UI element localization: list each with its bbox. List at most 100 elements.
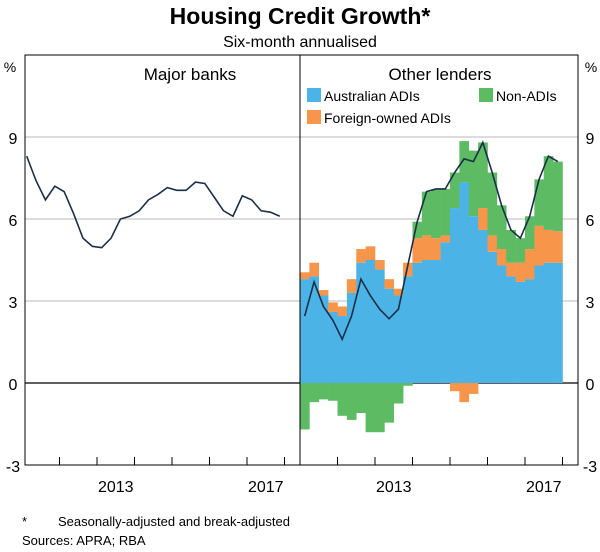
bar-foreign-owned-adis xyxy=(393,288,404,296)
bar-non-adis xyxy=(328,383,338,401)
bar-australian-adis xyxy=(328,311,338,383)
bar-foreign-owned-adis xyxy=(450,383,460,392)
axes: -3 -3 0 0 3 3 6 6 9 9 2013 2017 2013 2017 xyxy=(6,54,597,496)
bar-australian-adis xyxy=(525,279,535,383)
y-tick-label-right: 9 xyxy=(586,131,595,148)
y-tick-label-left: 9 xyxy=(9,131,18,148)
bar-australian-adis xyxy=(515,281,526,383)
bar-foreign-owned-adis xyxy=(356,249,366,263)
legend: Australian ADIs Non-ADIs Foreign-owned A… xyxy=(307,88,557,126)
line-major-banks xyxy=(25,155,281,249)
footnote-marker: * xyxy=(22,514,27,529)
bar-australian-adis xyxy=(459,182,470,383)
bar-australian-adis xyxy=(421,260,432,383)
bar-non-adis xyxy=(412,221,423,239)
bar-foreign-owned-adis xyxy=(328,302,338,312)
bar-australian-adis xyxy=(431,260,441,383)
legend-label-foreign-owned-adis: Foreign-owned ADIs xyxy=(324,110,451,126)
bar-australian-adis xyxy=(337,316,348,383)
footnote-text: Seasonally-adjusted and break-adjusted xyxy=(58,514,290,529)
x-tick-label-left: 2013 xyxy=(98,479,134,496)
bar-non-adis xyxy=(403,383,413,386)
bar-non-adis xyxy=(478,142,488,209)
bar-foreign-owned-adis xyxy=(525,249,535,280)
y-tick-label-left: -3 xyxy=(6,459,20,476)
bar-non-adis xyxy=(487,172,498,236)
sources: Sources: APRA; RBA xyxy=(22,533,146,548)
bar-foreign-owned-adis xyxy=(534,225,545,266)
bar-australian-adis xyxy=(478,229,488,383)
series-lines xyxy=(25,140,559,342)
bar-australian-adis xyxy=(375,269,385,383)
bar-foreign-owned-adis xyxy=(496,249,507,266)
bar-foreign-owned-adis xyxy=(440,235,451,243)
x-tick-label-right: 2017 xyxy=(526,479,562,496)
bar-non-adis xyxy=(506,229,516,263)
bar-australian-adis xyxy=(534,265,545,383)
bar-non-adis xyxy=(468,150,479,217)
bar-australian-adis xyxy=(487,251,498,383)
chart-title: Housing Credit Growth* xyxy=(170,3,431,29)
bar-non-adis xyxy=(553,161,563,232)
bar-foreign-owned-adis xyxy=(375,260,385,270)
bar-non-adis xyxy=(421,191,432,236)
bar-non-adis xyxy=(365,383,376,433)
bar-foreign-owned-adis xyxy=(478,208,488,230)
bar-foreign-owned-adis xyxy=(403,262,413,277)
bar-australian-adis xyxy=(346,292,357,383)
y-tick-label-right: -3 xyxy=(583,459,597,476)
bar-australian-adis xyxy=(403,276,413,383)
bar-australian-adis xyxy=(553,262,563,383)
panel-title-major-banks: Major banks xyxy=(144,65,237,84)
plot-frame xyxy=(24,54,579,466)
bar-non-adis xyxy=(496,205,507,250)
bar-australian-adis xyxy=(543,262,554,383)
bar-foreign-owned-adis xyxy=(515,262,526,282)
bar-foreign-owned-adis xyxy=(412,238,423,263)
legend-swatch-foreign-owned-adis xyxy=(307,110,321,124)
bar-australian-adis xyxy=(506,276,516,383)
bar-foreign-owned-adis xyxy=(421,235,432,260)
bar-non-adis xyxy=(459,141,470,183)
bar-australian-adis xyxy=(440,242,451,383)
legend-swatch-australian-adis xyxy=(307,88,321,102)
bar-non-adis xyxy=(393,383,404,404)
y-tick-label-left: 3 xyxy=(9,295,18,312)
x-tick-label-right: 2013 xyxy=(376,479,412,496)
y-tick-label-right: 0 xyxy=(586,377,595,394)
chart-subtitle: Six-month annualised xyxy=(223,34,377,51)
x-tick-label-left: 2017 xyxy=(248,479,284,496)
bar-non-adis xyxy=(309,383,320,403)
bar-australian-adis xyxy=(496,265,507,383)
bar-australian-adis xyxy=(309,276,320,383)
y-tick-label-right: 6 xyxy=(586,213,595,230)
bar-non-adis xyxy=(534,179,545,226)
line-other-lenders-total xyxy=(303,140,559,342)
bar-non-adis xyxy=(356,383,366,414)
bar-foreign-owned-adis xyxy=(487,235,498,252)
legend-label-non-adis: Non-ADIs xyxy=(496,88,557,104)
y-unit-left: % xyxy=(4,59,16,75)
panel-title-other-lenders: Other lenders xyxy=(389,65,492,84)
bar-foreign-owned-adis xyxy=(553,231,563,263)
bar-foreign-owned-adis xyxy=(431,238,441,260)
bar-foreign-owned-adis xyxy=(309,262,320,277)
bar-non-adis xyxy=(384,383,395,423)
bar-australian-adis xyxy=(450,208,460,383)
bar-australian-adis xyxy=(393,295,404,383)
bar-australian-adis xyxy=(412,262,423,383)
bar-australian-adis xyxy=(468,216,479,383)
bar-foreign-owned-adis xyxy=(300,272,310,280)
bar-australian-adis xyxy=(356,262,366,383)
bar-non-adis xyxy=(450,172,460,209)
bar-non-adis xyxy=(431,188,441,239)
bar-australian-adis xyxy=(365,260,376,383)
bar-foreign-owned-adis xyxy=(459,383,470,403)
bar-foreign-owned-adis xyxy=(543,229,554,263)
y-tick-label-left: 6 xyxy=(9,213,18,230)
bar-australian-adis xyxy=(318,295,329,383)
bar-non-adis xyxy=(375,383,385,433)
bar-non-adis xyxy=(346,383,357,420)
bar-non-adis xyxy=(515,238,526,263)
